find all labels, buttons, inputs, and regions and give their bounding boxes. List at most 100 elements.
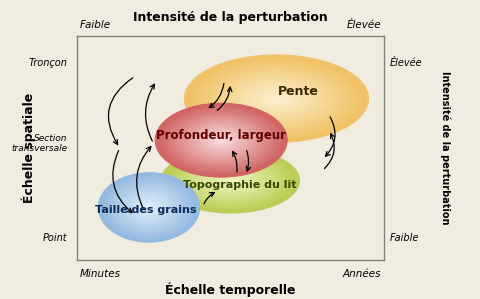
Ellipse shape xyxy=(170,112,272,169)
Ellipse shape xyxy=(207,66,346,132)
Ellipse shape xyxy=(134,197,164,218)
Ellipse shape xyxy=(267,94,286,103)
Ellipse shape xyxy=(215,136,228,144)
Ellipse shape xyxy=(167,150,294,210)
Ellipse shape xyxy=(108,180,190,235)
Ellipse shape xyxy=(227,179,234,182)
Ellipse shape xyxy=(181,118,261,162)
Ellipse shape xyxy=(173,154,288,207)
Text: Tronçon: Tronçon xyxy=(29,58,68,68)
Ellipse shape xyxy=(211,172,250,190)
Ellipse shape xyxy=(225,178,236,183)
Text: Pente: Pente xyxy=(277,86,318,98)
Ellipse shape xyxy=(98,173,200,242)
Ellipse shape xyxy=(216,174,244,187)
Ellipse shape xyxy=(210,134,233,147)
Ellipse shape xyxy=(224,74,329,124)
Ellipse shape xyxy=(158,105,284,175)
Ellipse shape xyxy=(126,192,172,223)
Text: Échelle temporelle: Échelle temporelle xyxy=(165,283,296,297)
Ellipse shape xyxy=(190,123,252,158)
Ellipse shape xyxy=(143,203,156,212)
Ellipse shape xyxy=(177,115,266,165)
Ellipse shape xyxy=(218,138,225,142)
Ellipse shape xyxy=(128,193,170,222)
Ellipse shape xyxy=(168,151,293,210)
Text: Point: Point xyxy=(43,233,68,243)
Ellipse shape xyxy=(145,205,153,210)
Ellipse shape xyxy=(272,97,281,101)
Ellipse shape xyxy=(228,76,325,122)
Ellipse shape xyxy=(173,113,269,167)
Ellipse shape xyxy=(120,187,178,228)
Text: Minutes: Minutes xyxy=(80,269,121,279)
Ellipse shape xyxy=(191,162,270,199)
Ellipse shape xyxy=(244,83,309,114)
Ellipse shape xyxy=(142,202,156,213)
Text: Faible: Faible xyxy=(80,20,111,30)
Ellipse shape xyxy=(263,92,290,105)
Ellipse shape xyxy=(111,181,187,234)
Ellipse shape xyxy=(180,157,280,204)
Ellipse shape xyxy=(230,77,323,120)
Ellipse shape xyxy=(115,184,183,231)
Ellipse shape xyxy=(146,206,152,209)
Ellipse shape xyxy=(112,182,186,233)
Ellipse shape xyxy=(122,189,176,226)
Ellipse shape xyxy=(208,133,234,148)
Ellipse shape xyxy=(222,176,239,184)
Ellipse shape xyxy=(196,60,357,137)
Ellipse shape xyxy=(226,75,327,123)
Text: Topographie du lit: Topographie du lit xyxy=(183,180,296,190)
Ellipse shape xyxy=(206,132,236,149)
Ellipse shape xyxy=(132,196,166,219)
Ellipse shape xyxy=(270,95,283,102)
Ellipse shape xyxy=(184,55,369,142)
Ellipse shape xyxy=(214,69,339,128)
Ellipse shape xyxy=(218,175,242,186)
Ellipse shape xyxy=(258,90,295,107)
Ellipse shape xyxy=(185,120,257,161)
Ellipse shape xyxy=(138,200,160,215)
Ellipse shape xyxy=(189,57,364,140)
Ellipse shape xyxy=(193,59,360,138)
Ellipse shape xyxy=(206,169,254,192)
Ellipse shape xyxy=(235,79,318,118)
Ellipse shape xyxy=(129,193,169,221)
Ellipse shape xyxy=(213,173,248,189)
Text: Section
transversale: Section transversale xyxy=(12,134,68,153)
Text: Intensité de la perturbation: Intensité de la perturbation xyxy=(133,10,328,24)
Ellipse shape xyxy=(136,199,162,216)
Ellipse shape xyxy=(107,179,191,236)
Ellipse shape xyxy=(216,70,336,127)
Ellipse shape xyxy=(175,114,267,166)
Ellipse shape xyxy=(216,137,226,143)
Ellipse shape xyxy=(172,112,271,168)
Ellipse shape xyxy=(124,190,174,225)
Ellipse shape xyxy=(208,170,253,191)
Ellipse shape xyxy=(155,103,287,177)
Text: Élevée: Élevée xyxy=(346,20,381,30)
Ellipse shape xyxy=(242,82,311,115)
Ellipse shape xyxy=(253,88,300,110)
Ellipse shape xyxy=(183,119,259,161)
Ellipse shape xyxy=(204,131,238,150)
Ellipse shape xyxy=(210,171,251,190)
Ellipse shape xyxy=(179,156,282,205)
Ellipse shape xyxy=(224,177,237,184)
Ellipse shape xyxy=(256,89,297,109)
Ellipse shape xyxy=(274,97,279,100)
Ellipse shape xyxy=(198,62,355,136)
Ellipse shape xyxy=(180,117,263,163)
Ellipse shape xyxy=(184,158,277,202)
Ellipse shape xyxy=(240,81,313,116)
Ellipse shape xyxy=(192,163,268,199)
Text: Profondeur, largeur: Profondeur, largeur xyxy=(156,129,286,142)
Ellipse shape xyxy=(203,167,258,193)
Ellipse shape xyxy=(168,111,274,170)
Ellipse shape xyxy=(198,127,244,153)
Ellipse shape xyxy=(196,164,265,197)
Ellipse shape xyxy=(213,135,229,145)
Ellipse shape xyxy=(228,180,232,181)
Ellipse shape xyxy=(187,121,256,160)
